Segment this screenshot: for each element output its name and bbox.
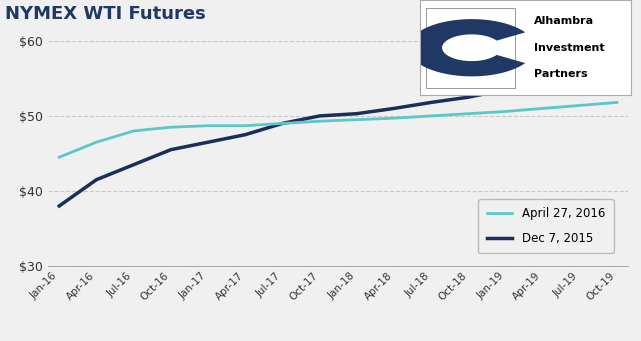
Text: Alhambra: Alhambra [534, 16, 594, 26]
Bar [426, 8, 515, 88]
Text: NYMEX WTI Futures: NYMEX WTI Futures [4, 5, 205, 23]
Text: Investment: Investment [534, 43, 604, 53]
Text: Partners: Partners [534, 70, 588, 79]
Legend: April 27, 2016, Dec 7, 2015: April 27, 2016, Dec 7, 2015 [478, 199, 613, 253]
Polygon shape [408, 19, 525, 76]
